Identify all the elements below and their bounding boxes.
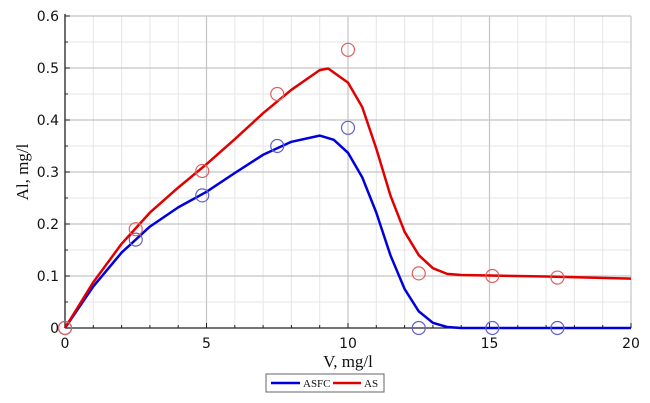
- data-point-as: [195, 163, 210, 179]
- legend: ASFC AS: [265, 373, 385, 393]
- data-point-as: [128, 222, 143, 237]
- y-tick-label: 0.2: [37, 217, 59, 233]
- data-point-as: [550, 270, 565, 285]
- y-tick-label: 0.6: [37, 9, 59, 25]
- data-point-asfc: [485, 320, 500, 336]
- data-point-as: [485, 268, 500, 284]
- x-tick-label: 10: [339, 336, 357, 352]
- data-point-as: [411, 266, 426, 281]
- y-tick-label: 0.4: [37, 113, 59, 129]
- data-point-asfc: [340, 120, 356, 135]
- x-tick-label: 5: [202, 336, 211, 352]
- data-point-as: [270, 86, 285, 102]
- series-line-as: [63, 67, 632, 329]
- series-line-asfc: [63, 134, 631, 330]
- x-tick-label: 0: [61, 336, 70, 352]
- legend-box: [265, 373, 385, 393]
- y-tick-label: 0.5: [37, 61, 59, 77]
- y-tick-label: 0.1: [37, 269, 59, 285]
- y-axis-label: Al, mg/l: [13, 143, 32, 200]
- data-point-asfc: [270, 138, 285, 154]
- data-point-asfc: [195, 188, 210, 203]
- data-point-asfc: [128, 232, 143, 247]
- data-point-asfc: [411, 320, 426, 336]
- legend-label-as: AS: [364, 378, 378, 390]
- y-tick-label: 0.3: [37, 165, 59, 181]
- x-tick-label: 20: [622, 336, 640, 352]
- data-point-as: [57, 320, 73, 336]
- x-tick-label: 15: [481, 336, 499, 352]
- x-axis-label: V, mg/l: [323, 352, 373, 371]
- legend-label-asfc: ASFC: [303, 378, 331, 390]
- data-point-asfc: [550, 320, 565, 336]
- grid: [65, 15, 632, 328]
- series-layer: [57, 42, 632, 336]
- data-point-as: [340, 42, 356, 57]
- axes: 0 5 10 15 20 0 0.1 0.2 0.3 0.4 0.5 0.6: [37, 9, 640, 352]
- y-tick-label: 0: [50, 321, 59, 337]
